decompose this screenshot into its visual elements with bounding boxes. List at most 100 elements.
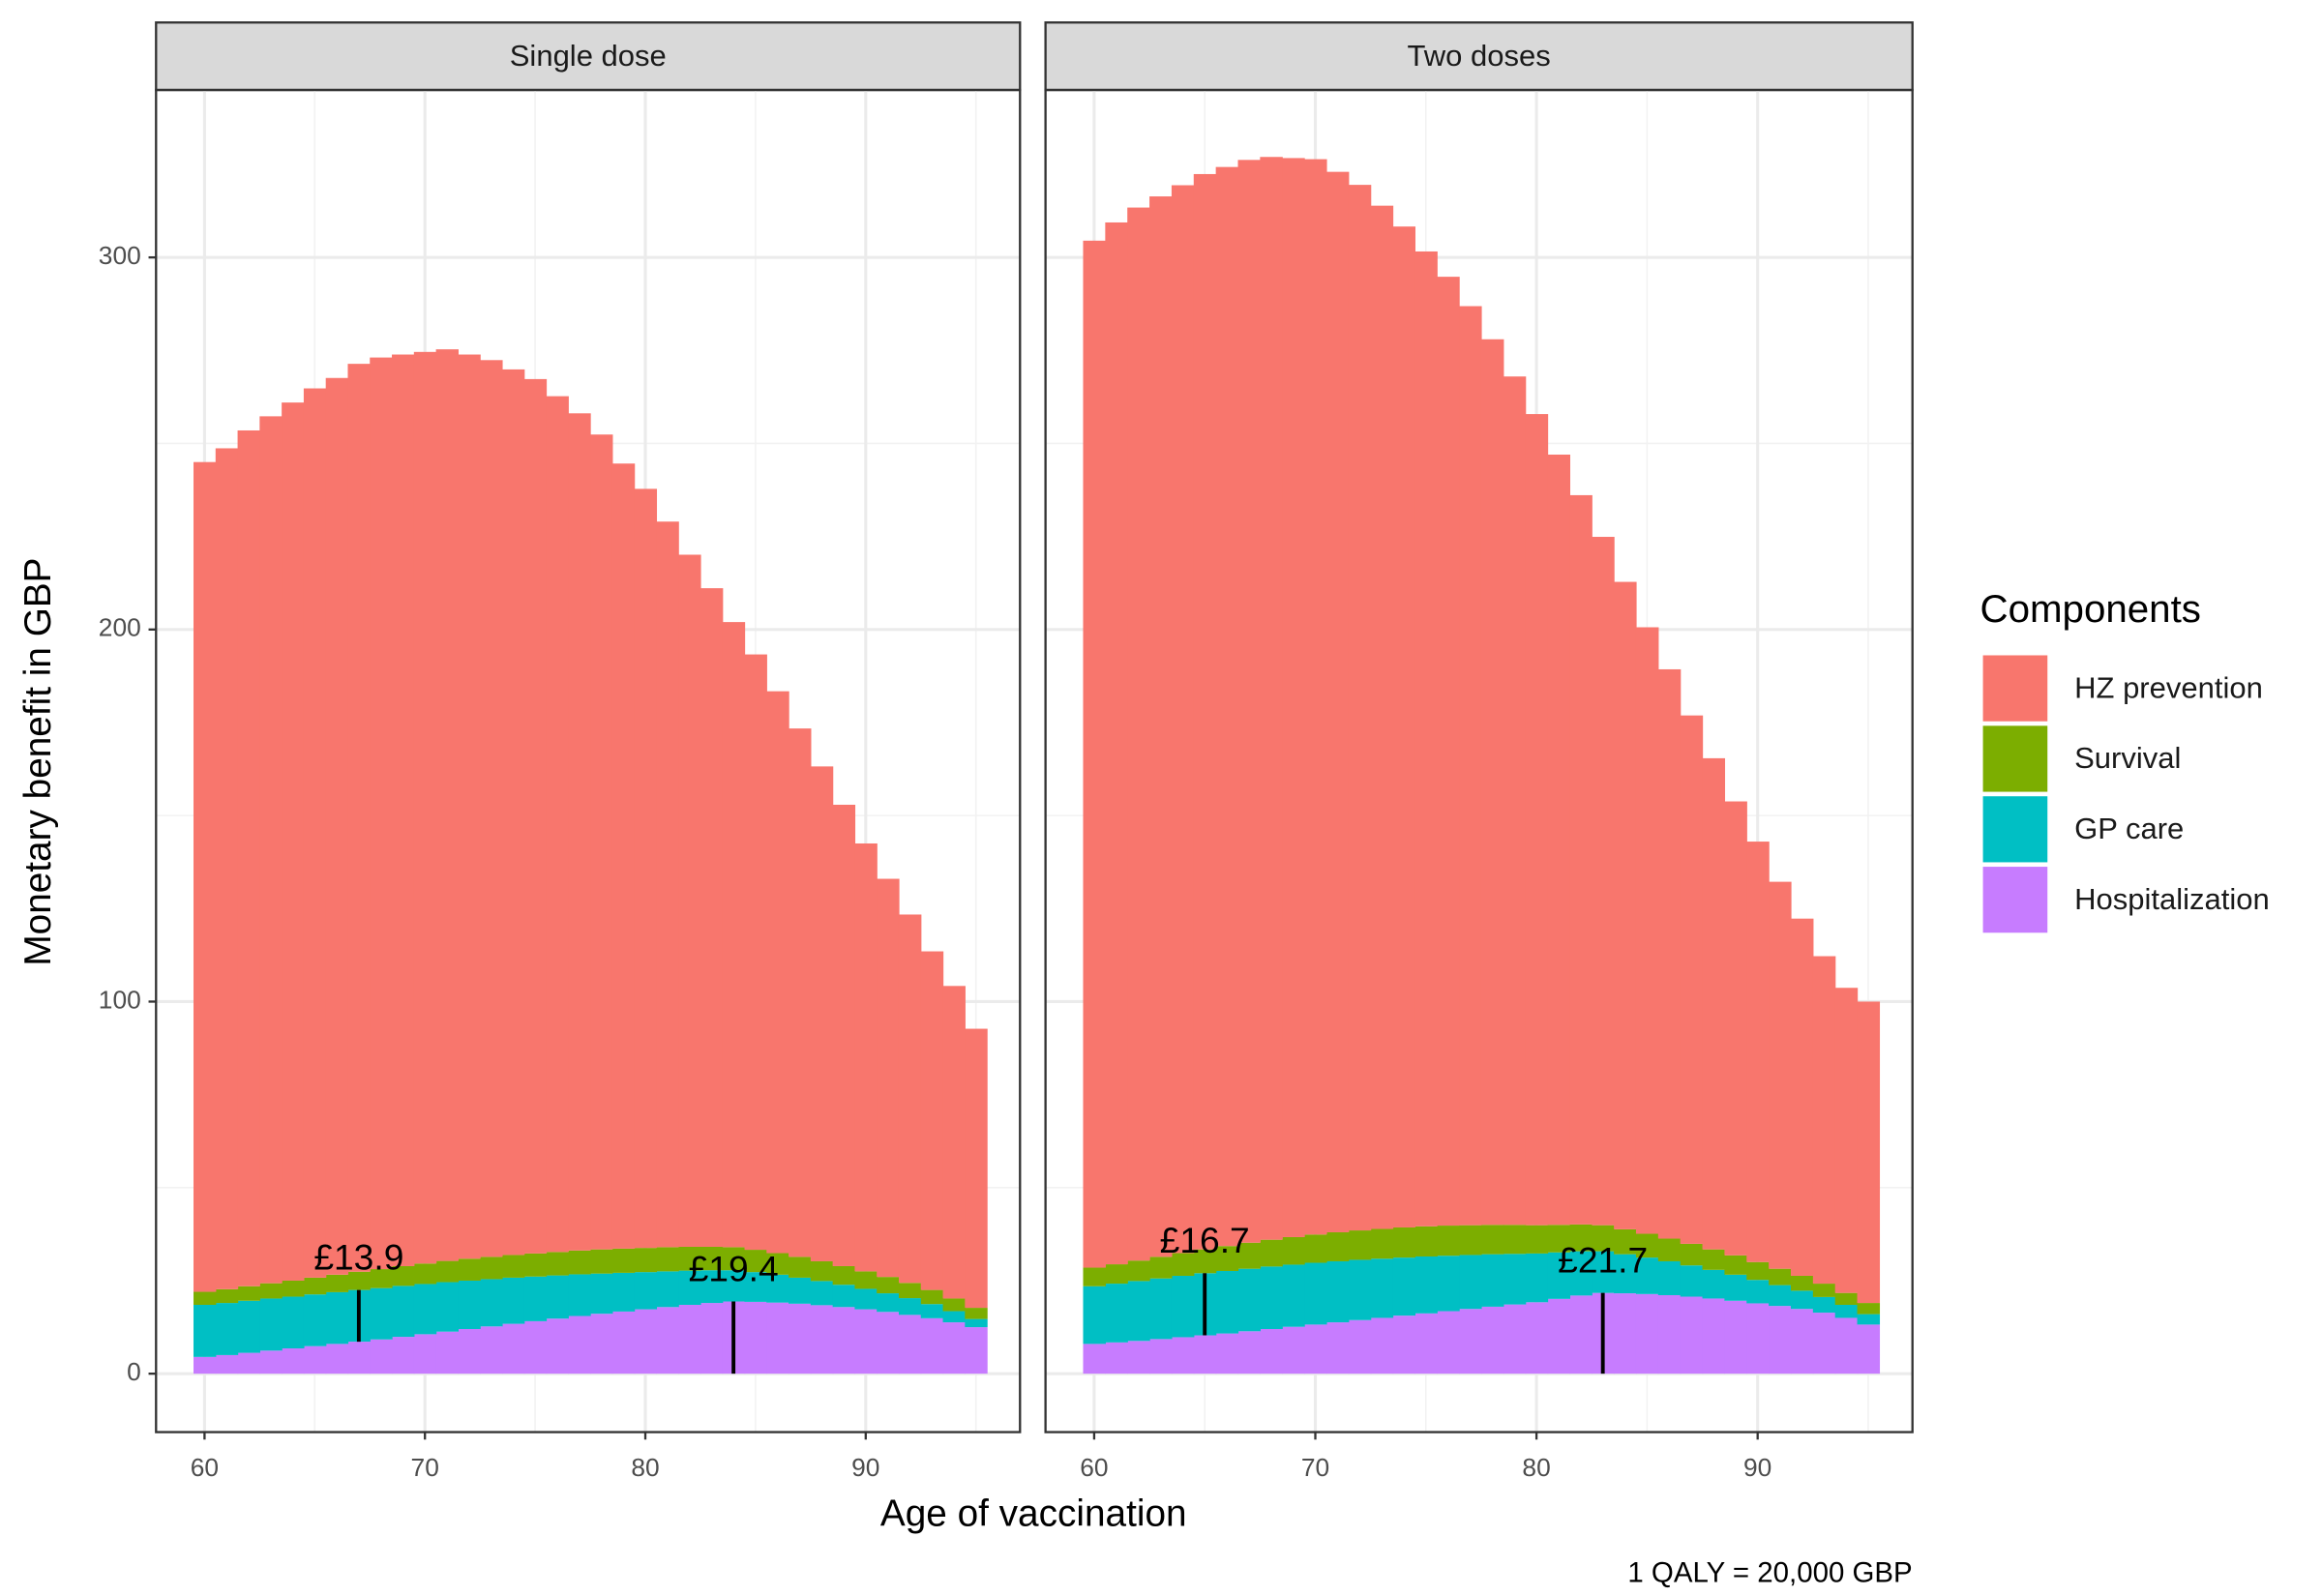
annotation-label: £19.4 xyxy=(689,1248,779,1288)
facet-strip xyxy=(155,21,1022,92)
bar-segment xyxy=(347,1271,371,1290)
bar-segment xyxy=(1614,581,1637,1229)
bar-segment xyxy=(1547,1298,1571,1374)
bar-segment xyxy=(1325,1322,1350,1374)
bar-segment xyxy=(1680,1265,1704,1297)
bar-segment xyxy=(1547,1225,1571,1253)
bar-segment xyxy=(1746,1280,1770,1304)
bar-segment xyxy=(920,1304,944,1318)
bar-segment xyxy=(1437,1256,1460,1312)
bar-segment xyxy=(1127,1260,1150,1282)
bar-segment xyxy=(854,1288,878,1310)
bar-segment xyxy=(1614,1228,1637,1255)
bar-segment xyxy=(325,1274,349,1292)
bar-segment xyxy=(215,448,239,1289)
bar-segment xyxy=(1215,166,1239,1247)
bar-segment xyxy=(1790,1309,1814,1374)
bar-segment xyxy=(1657,1260,1682,1295)
bar-segment xyxy=(1834,1317,1859,1374)
bar-segment xyxy=(1459,1309,1482,1374)
bar-segment xyxy=(1547,1252,1571,1299)
bar-segment xyxy=(611,1248,636,1273)
bar-segment xyxy=(1503,1225,1527,1255)
bar-segment xyxy=(590,1314,613,1374)
bar-segment xyxy=(501,1255,525,1278)
bar-segment xyxy=(1348,185,1372,1231)
bar-segment xyxy=(392,1337,415,1374)
legend-label: GP care xyxy=(2074,812,2184,845)
bar-segment xyxy=(1680,1243,1704,1266)
bar-segment xyxy=(303,1277,327,1295)
bar-segment xyxy=(194,1304,217,1357)
annotation-label: £13.9 xyxy=(313,1236,403,1277)
bar-segment xyxy=(634,1248,658,1273)
bar-segment xyxy=(370,1339,393,1374)
legend-key xyxy=(1982,867,2048,933)
bar-segment xyxy=(1149,1256,1173,1279)
bar-segment xyxy=(810,1281,834,1306)
bar-segment xyxy=(1724,1300,1747,1374)
bar-segment xyxy=(877,878,900,1278)
bar-segment xyxy=(1304,159,1327,1235)
bar-segment xyxy=(1237,1331,1261,1374)
bar-segment xyxy=(1392,1227,1415,1258)
bar-segment xyxy=(1503,376,1527,1226)
annotation-label: £21.7 xyxy=(1558,1240,1648,1281)
bar-segment xyxy=(1370,1228,1394,1259)
bar-segment xyxy=(480,1256,503,1280)
bar-segment xyxy=(832,1265,856,1286)
bar-segment xyxy=(877,1293,900,1313)
bar-segment xyxy=(1614,1293,1637,1374)
bar-segment xyxy=(303,1345,327,1374)
x-tick-label: 80 xyxy=(1522,1453,1550,1482)
bar-segment xyxy=(1215,1270,1239,1334)
bar-segment xyxy=(546,1275,569,1319)
bar-segment xyxy=(1260,1266,1283,1329)
bar-segment xyxy=(1105,1284,1128,1343)
x-tick-label: 70 xyxy=(411,1453,439,1482)
bar-segment xyxy=(789,1256,812,1278)
bar-segment xyxy=(237,1286,260,1301)
bar-segment xyxy=(325,377,349,1275)
legend-key xyxy=(1982,725,2048,792)
bar-segment xyxy=(194,1356,217,1374)
bar-segment xyxy=(1348,1230,1372,1260)
bar-segment xyxy=(568,1315,591,1374)
bar-segment xyxy=(965,1327,988,1374)
bar-segment xyxy=(435,349,459,1261)
bar-segment xyxy=(1503,1304,1527,1374)
bar-segment xyxy=(435,1282,459,1332)
bar-segment xyxy=(678,554,701,1247)
bar-segment xyxy=(501,1277,525,1324)
bar-segment xyxy=(1414,251,1438,1227)
bar-segment xyxy=(282,1296,305,1348)
bar-segment xyxy=(1657,1294,1682,1374)
bar-segment xyxy=(1437,1311,1460,1374)
bar-segment xyxy=(766,1253,789,1275)
bar-segment xyxy=(1149,1339,1173,1374)
x-tick-label: 80 xyxy=(631,1453,659,1482)
bar-segment xyxy=(1260,157,1283,1240)
bar-segment xyxy=(1746,1303,1770,1374)
bar-segment xyxy=(1525,1253,1549,1303)
bar-segment xyxy=(1702,1249,1726,1270)
bar-segment xyxy=(523,378,548,1254)
bar-segment xyxy=(678,1270,701,1305)
bar-segment xyxy=(1592,537,1615,1226)
bar-segment xyxy=(611,1272,636,1312)
bar-segment xyxy=(1149,1278,1173,1340)
bar-segment xyxy=(392,1265,415,1286)
bar-segment xyxy=(744,1272,767,1302)
y-tick-label: 100 xyxy=(99,985,141,1014)
bar-segment xyxy=(215,1303,239,1355)
bar-segment xyxy=(810,1260,834,1282)
bar-segment xyxy=(1282,1326,1305,1374)
bar-segment xyxy=(215,1354,239,1374)
bar-segment xyxy=(1414,1256,1438,1314)
y-tick-label: 300 xyxy=(99,241,141,270)
bar-segment xyxy=(325,1344,349,1374)
bar-segment xyxy=(877,1277,900,1294)
bar-segment xyxy=(413,1263,437,1285)
bar-segment xyxy=(810,766,834,1261)
bar-segment xyxy=(1083,1344,1106,1374)
